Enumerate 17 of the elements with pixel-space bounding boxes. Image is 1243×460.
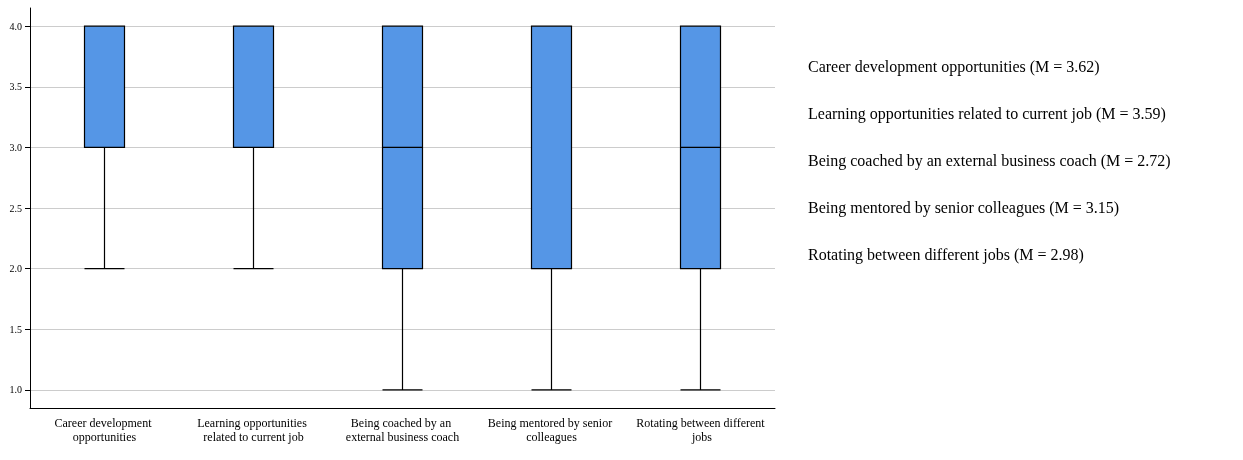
y-tick-label: 3.0 xyxy=(9,141,22,153)
x-tick-label: Learning opportunities related to current job xyxy=(197,416,310,444)
x-tick-label: Rotating between different jobs xyxy=(636,416,766,444)
text: Being coached by an external business coach (M = 2.72) xyxy=(808,151,1171,170)
y-tick-label: 2.5 xyxy=(9,202,22,214)
text: Learning opportunities related to current job (M = 3.59) xyxy=(808,104,1166,123)
y-tick-label: 1.5 xyxy=(9,323,22,335)
y-tick-label: 2.0 xyxy=(9,263,22,275)
x-tick-label: Being coached by an external business coach xyxy=(345,416,460,444)
y-tick-label: 4.0 xyxy=(9,20,22,32)
y-tick-label: 3.5 xyxy=(9,81,22,93)
text: Career development opportunities (M = 3.62) xyxy=(808,57,1100,76)
x-tick-label: Career development opportunities xyxy=(54,416,155,444)
text: Rotating between different jobs (M = 2.98) xyxy=(808,245,1084,264)
y-tick-label: 1.0 xyxy=(9,384,22,396)
text: Being mentored by senior colleagues (M = 3.15) xyxy=(808,198,1120,217)
x-tick-label: Being mentored by senior colleagues xyxy=(487,416,616,444)
